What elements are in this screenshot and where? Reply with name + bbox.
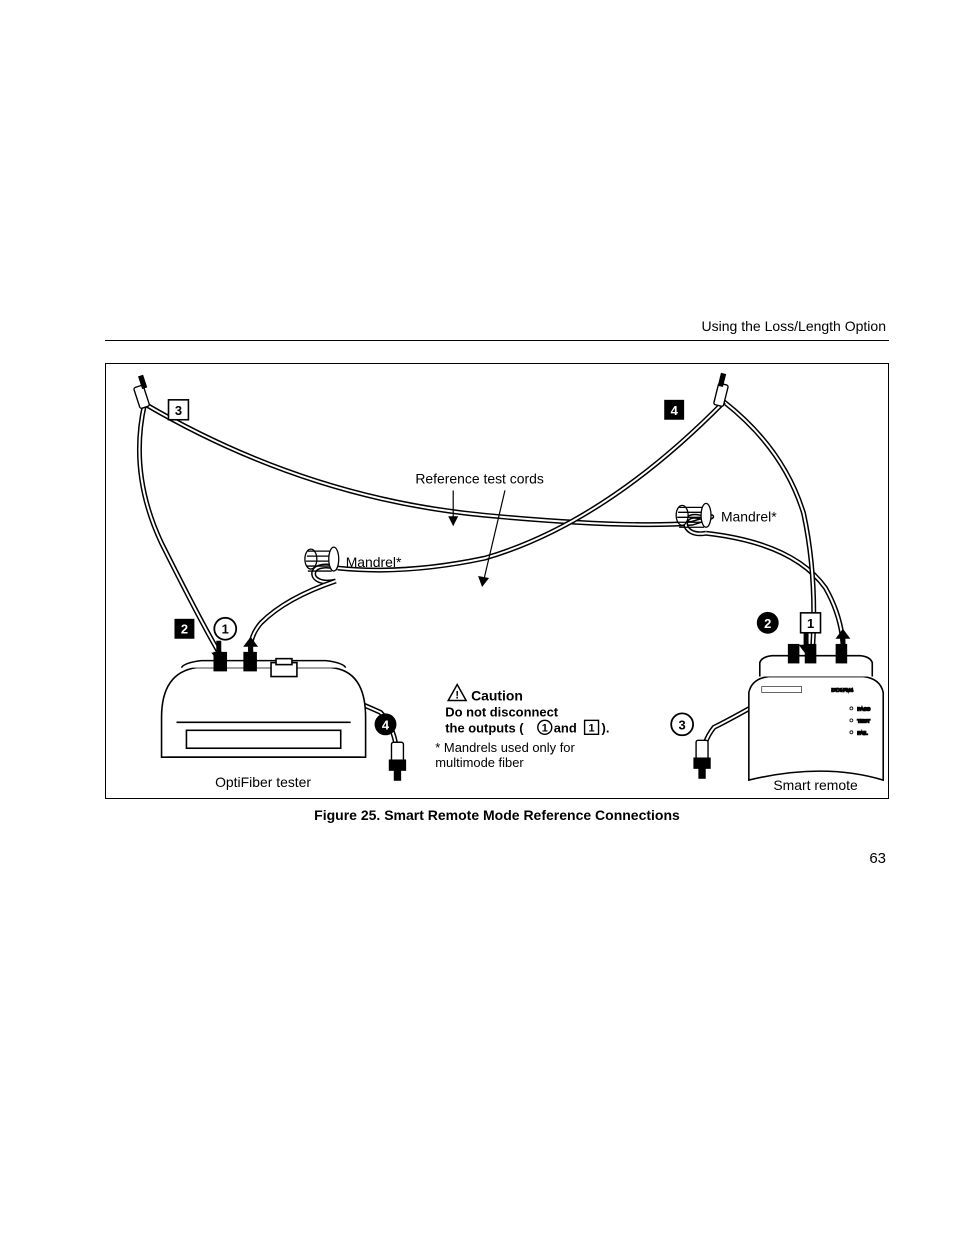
svg-text:1: 1 xyxy=(807,616,814,631)
svg-text:2: 2 xyxy=(764,616,771,631)
caution-block: ! Caution Do not disconnect the outputs … xyxy=(435,685,609,771)
marker-sq4: 4 xyxy=(664,400,684,420)
connector-c4 xyxy=(389,742,405,780)
optifiber-device xyxy=(162,653,366,758)
marker-sq1: 1 xyxy=(801,613,821,633)
svg-text:!: ! xyxy=(455,689,459,701)
svg-text:and: and xyxy=(554,720,577,735)
label-mandrel-left: Mandrel* xyxy=(346,554,402,570)
svg-text:DTX-FM4: DTX-FM4 xyxy=(831,687,853,693)
svg-text:3: 3 xyxy=(175,403,182,418)
svg-text:TEST: TEST xyxy=(857,718,870,724)
marker-c2: 2 xyxy=(757,612,779,634)
label-mandrel-right: Mandrel* xyxy=(721,508,777,524)
caution-title: Caution xyxy=(471,687,523,703)
section-title: Using the Loss/Length Option xyxy=(702,318,886,334)
label-ref-cords: Reference test cords xyxy=(415,470,543,486)
svg-text:).: ). xyxy=(602,720,610,735)
label-optifiber: OptiFiber tester xyxy=(215,774,311,790)
svg-text:1: 1 xyxy=(542,722,548,734)
figure-25: DTX-FM4 PASS TEST FAIL xyxy=(105,363,889,799)
connector-c3 xyxy=(694,740,710,778)
smart-remote-device: DTX-FM4 PASS TEST FAIL xyxy=(749,645,883,780)
marker-sq2: 2 xyxy=(174,619,194,639)
svg-text:PASS: PASS xyxy=(857,706,871,712)
svg-text:the outputs (: the outputs ( xyxy=(445,720,524,735)
svg-text:1: 1 xyxy=(589,722,595,734)
svg-text:4: 4 xyxy=(382,717,390,732)
figure-caption: Figure 25. Smart Remote Mode Reference C… xyxy=(105,807,889,823)
svg-text:3: 3 xyxy=(679,717,686,732)
marker-c1-left: 1 xyxy=(214,618,236,640)
page-number: 63 xyxy=(869,850,886,867)
svg-text:1: 1 xyxy=(222,622,229,637)
connector-top-left xyxy=(134,376,150,409)
svg-text:4: 4 xyxy=(671,403,679,418)
label-smart-remote: Smart remote xyxy=(773,777,858,793)
note-line-b: multimode fiber xyxy=(435,755,524,770)
marker-c3: 3 xyxy=(671,713,693,735)
svg-text:2: 2 xyxy=(181,622,188,637)
marker-sq3: 3 xyxy=(169,400,189,420)
svg-text:FAIL: FAIL xyxy=(857,730,867,736)
header-rule xyxy=(105,340,889,341)
note-line-a: * Mandrels used only for xyxy=(435,740,575,755)
marker-c4: 4 xyxy=(375,713,397,735)
caution-line1: Do not disconnect xyxy=(445,704,559,719)
